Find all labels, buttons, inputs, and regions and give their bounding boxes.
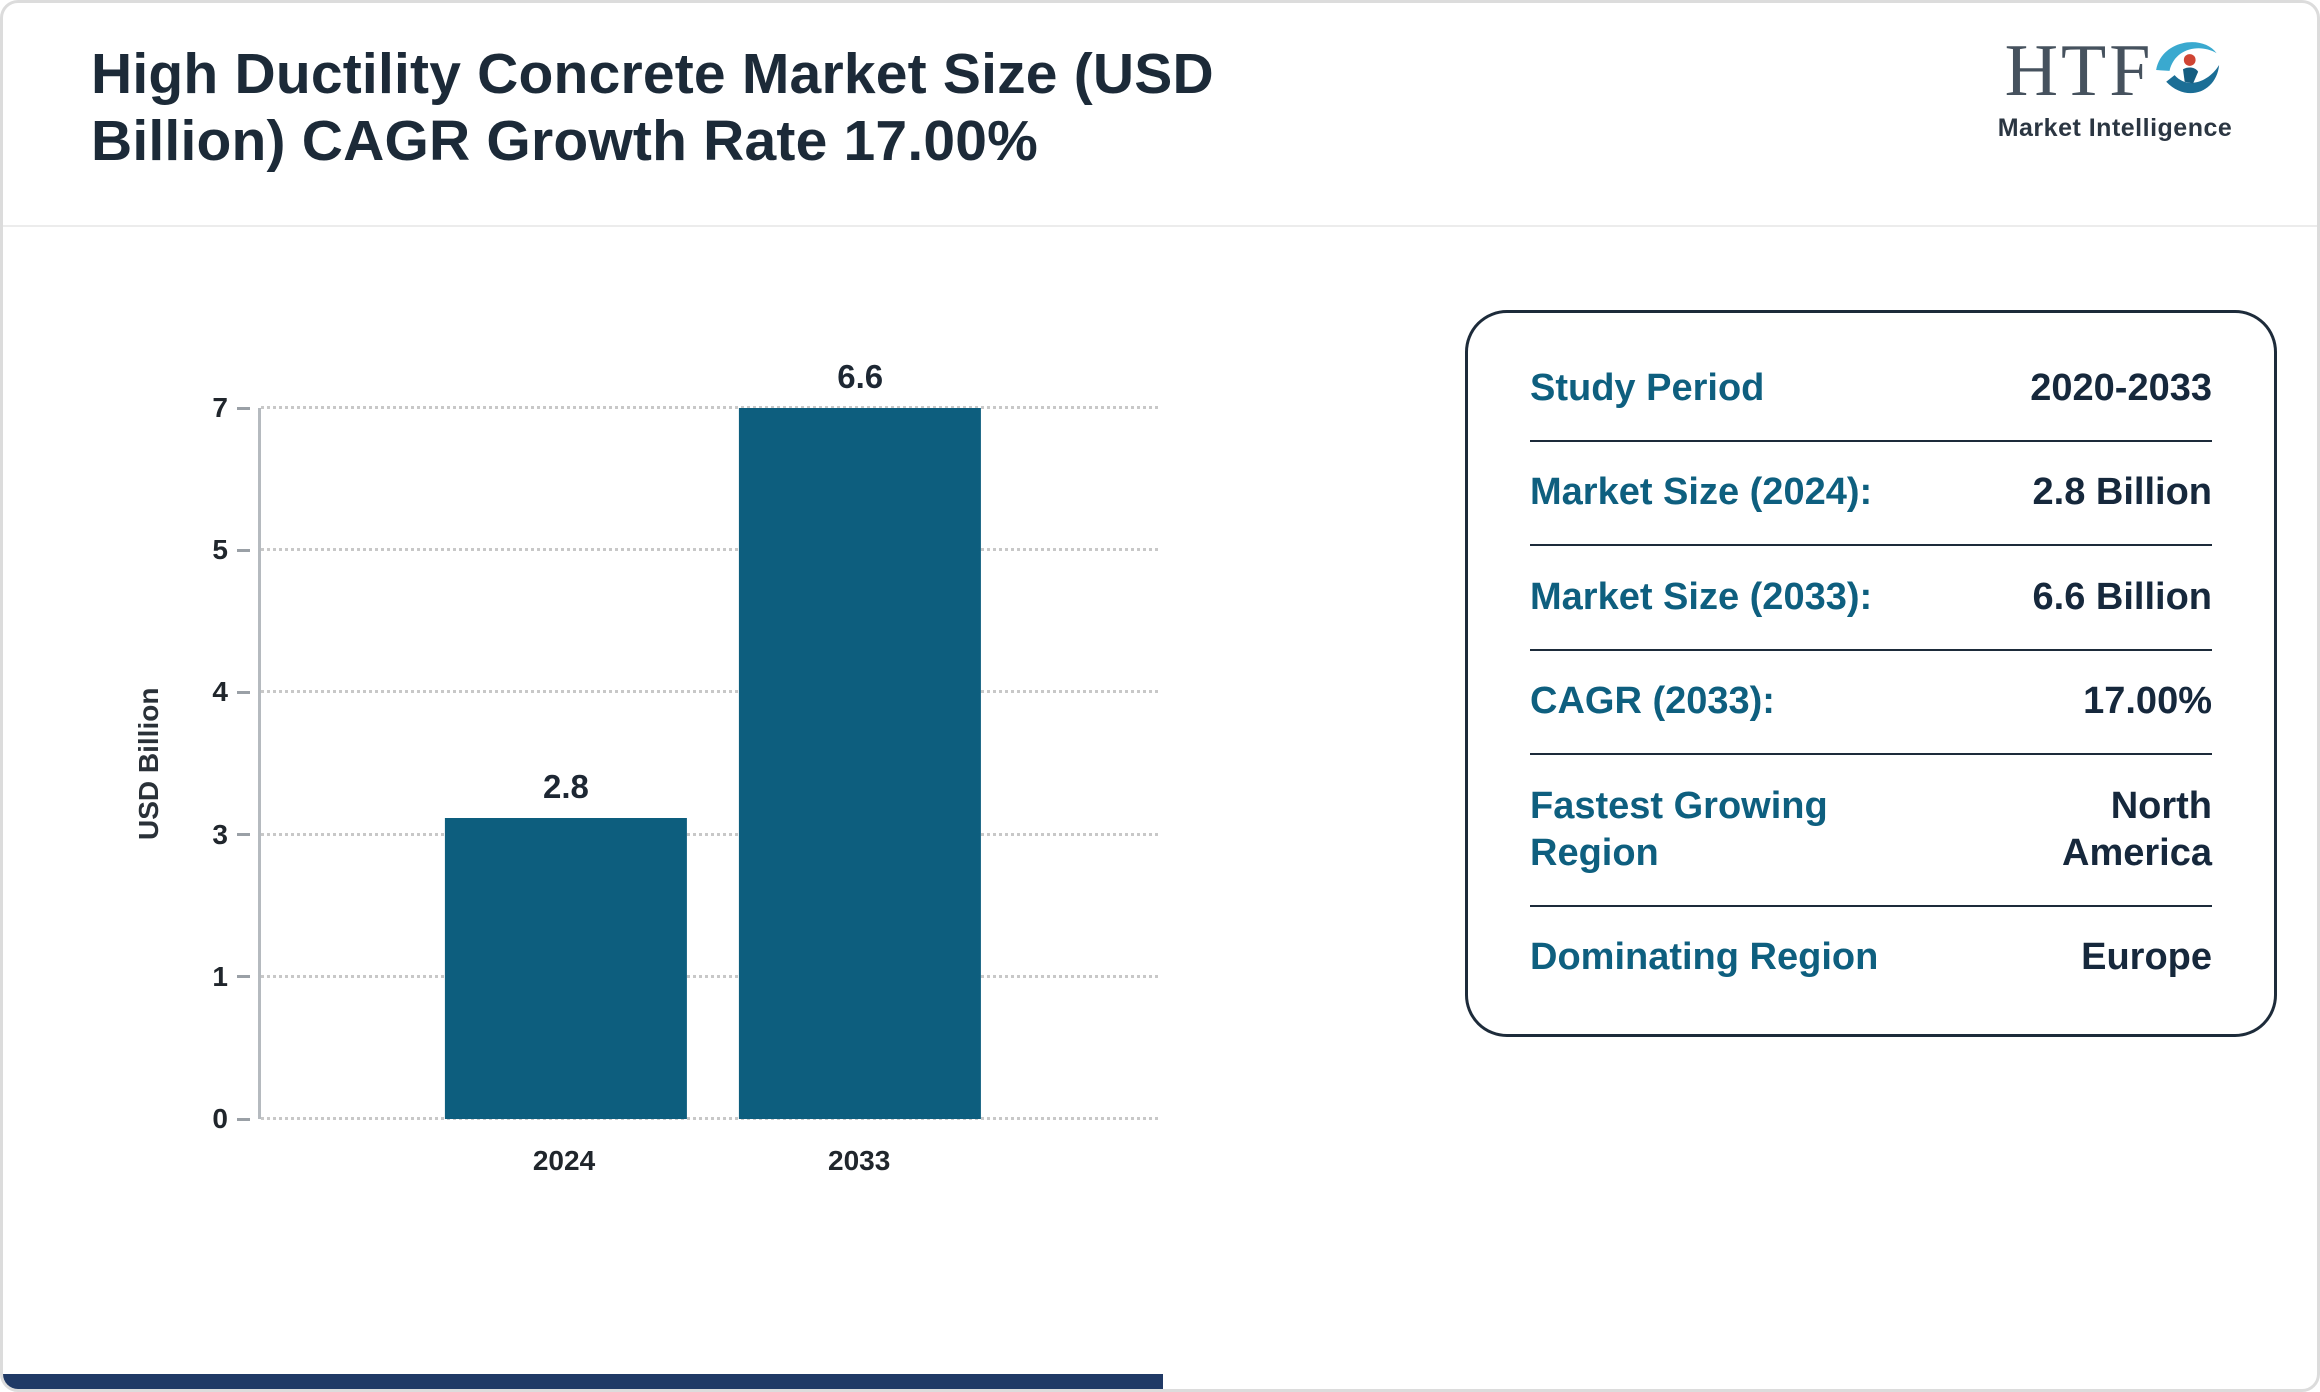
row-value: 2020-2033 xyxy=(2030,367,2212,409)
header-divider xyxy=(3,225,2317,227)
htf-logo-text: HTF xyxy=(2004,29,2154,112)
row-value: Europe xyxy=(2081,936,2212,979)
x-axis-tick-labels: 2024 2033 xyxy=(258,1137,1158,1187)
gridline xyxy=(261,832,1158,836)
bars-layer: 2.8 6.6 xyxy=(261,358,1158,1119)
row-label: Dominating Region xyxy=(1530,936,1879,979)
bottom-accent-bar xyxy=(3,1374,1163,1389)
gridline xyxy=(261,1117,1158,1120)
card-row-study-period: Study Period 2020-2033 xyxy=(1530,353,2212,425)
gridline xyxy=(261,690,1158,694)
plot-area: 2.8 6.6 xyxy=(258,358,1158,1120)
gridline xyxy=(261,974,1158,978)
bar-value-label: 2.8 xyxy=(543,768,589,806)
row-value: North America xyxy=(2062,784,2212,875)
y-axis-tick-label: 4 xyxy=(212,678,250,706)
row-value: 17.00% xyxy=(2083,680,2212,723)
card-row-market-size-2024: Market Size (2024): 2.8 Billion xyxy=(1530,457,2212,529)
card-row-dominating-region: Dominating Region Europe xyxy=(1530,922,2212,994)
row-label: Study Period xyxy=(1530,367,1765,409)
bar-value-label: 6.6 xyxy=(837,358,884,395)
row-label: Fastest Growing Region xyxy=(1530,784,1828,875)
gridline xyxy=(261,406,1158,409)
card-row-fastest-growing-region: Fastest Growing Region North America xyxy=(1530,771,2212,890)
page-title-line2: Billion) CAGR Growth Rate 17.00% xyxy=(91,109,1039,174)
y-axis-tick-label: 3 xyxy=(212,820,250,849)
bar-2033[interactable]: 6.6 xyxy=(739,358,982,1119)
page-title-line1: High Ductility Concrete Market Size (USD xyxy=(91,42,1214,106)
card-divider xyxy=(1530,904,2212,907)
x-axis-tick-label: 2024 xyxy=(532,1145,596,1176)
y-axis-tick-label: 7 xyxy=(212,394,250,422)
page-title: High Ductility Concrete Market Size (USD… xyxy=(91,41,1214,176)
htf-logo-subtext: Market Intelligence xyxy=(1997,114,2233,142)
card-row-market-size-2033: Market Size (2033): 6.6 Billion xyxy=(1530,562,2212,634)
market-summary-card: Study Period 2020-2033 Market Size (2024… xyxy=(1465,310,2277,1037)
row-label: Market Size (2033): xyxy=(1530,575,1873,618)
y-axis-tick-label: 5 xyxy=(212,536,250,564)
gridline xyxy=(261,548,1158,552)
card-divider xyxy=(1530,753,2212,756)
row-value: 2.8 Billion xyxy=(2032,471,2212,514)
card-divider xyxy=(1530,648,2212,651)
card-divider xyxy=(1530,544,2212,547)
card-divider xyxy=(1530,439,2212,442)
y-axis-tick-labels: 0 1 3 4 5 7 xyxy=(103,394,250,1133)
htf-logo-icon xyxy=(2141,23,2225,112)
row-label: CAGR (2033): xyxy=(1530,680,1775,723)
bar-2024[interactable]: 2.8 xyxy=(444,768,688,1119)
row-label: Market Size (2024): xyxy=(1530,471,1873,514)
row-value: 6.6 Billion xyxy=(2032,575,2212,618)
x-axis-tick-label: 2033 xyxy=(828,1145,891,1176)
gridlines-layer xyxy=(261,406,1158,1120)
card-row-cagr: CAGR (2033): 17.00% xyxy=(1530,666,2212,738)
htf-logo-top: HTF xyxy=(1985,29,2245,112)
y-axis-tick-label: 1 xyxy=(212,962,250,991)
y-axis-tick-label: 0 xyxy=(212,1105,250,1133)
htf-logo[interactable]: HTF Market Intelligence xyxy=(1985,29,2245,143)
